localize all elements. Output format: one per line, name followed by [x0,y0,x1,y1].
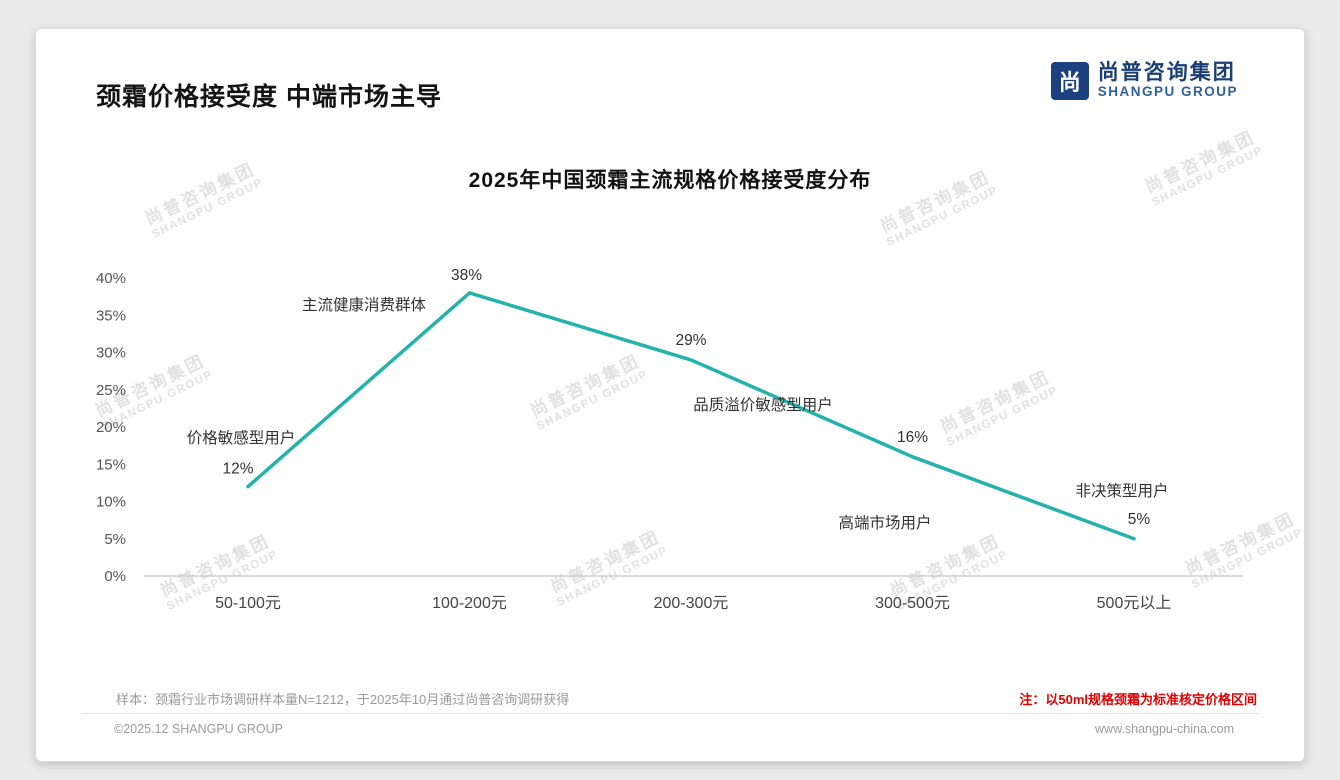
footer-website: www.shangpu-china.com [1095,722,1234,736]
y-tick-label: 10% [96,494,126,511]
price-basis-note: 注：以50ml规格颈霜为标准核定价格区间 [1019,692,1257,707]
price-acceptance-chart: 0% 5% 10% 15% 20% 25% 30% 35% 40% 50-100元 100-200元… [96,267,1243,612]
y-tick-label: 25% [96,382,126,399]
slide-card: 尚普咨询集团 SHANGPU GROUP 尚普咨询集团 SHANGPU GROUP 尚普… [35,28,1305,762]
footer-divider [81,713,1259,714]
page-title: 颈霜价格接受度 中端市场主导 [96,83,442,111]
y-tick-label: 40% [96,270,126,287]
x-tick-label: 500元以上 [1097,594,1172,612]
y-tick-label: 20% [96,419,126,436]
footer-copyright: ©2025.12 SHANGPU GROUP [114,722,283,736]
x-tick-label: 200-300元 [654,595,729,612]
data-label: 16% [897,429,928,446]
x-tick-label: 300-500元 [875,595,950,612]
sample-note: 样本：颈霜行业市场调研样本量N=1212，于2025年10月通过尚普咨询调研获得 [116,692,570,707]
y-tick-label: 5% [104,531,126,548]
data-label: 5% [1128,511,1151,528]
x-tick-label: 50-100元 [215,595,281,612]
acceptance-line [246,291,1136,541]
y-tick-label: 35% [96,307,126,324]
y-tick-label: 0% [104,568,126,585]
annotation-label: 高端市场用户 [838,514,931,532]
data-label: 12% [222,461,253,478]
y-tick-label: 15% [96,456,126,473]
annotation-label: 非决策型用户 [1075,482,1168,500]
company-logo: 尚 尚普咨询集团 SHANGPU GROUP [1050,61,1238,100]
annotation-label: 价格敏感型用户 [187,429,296,447]
logo-text-cn: 尚普咨询集团 [1097,61,1236,84]
data-label: 38% [451,267,482,284]
x-tick-label: 100-200元 [432,595,507,612]
data-label: 29% [675,332,706,349]
chart-title: 2025年中国颈霜主流规格价格接受度分布 [468,169,872,192]
logo-text: 尚普咨询集团 SHANGPU GROUP [1098,61,1238,100]
annotation-label: 主流健康消费群体 [302,296,427,314]
annotation-label: 品质溢价敏感型用户 [693,396,833,414]
logo-text-en: SHANGPU GROUP [1097,84,1238,100]
y-tick-label: 30% [96,345,126,362]
logo-icon: 尚 [1050,61,1089,100]
